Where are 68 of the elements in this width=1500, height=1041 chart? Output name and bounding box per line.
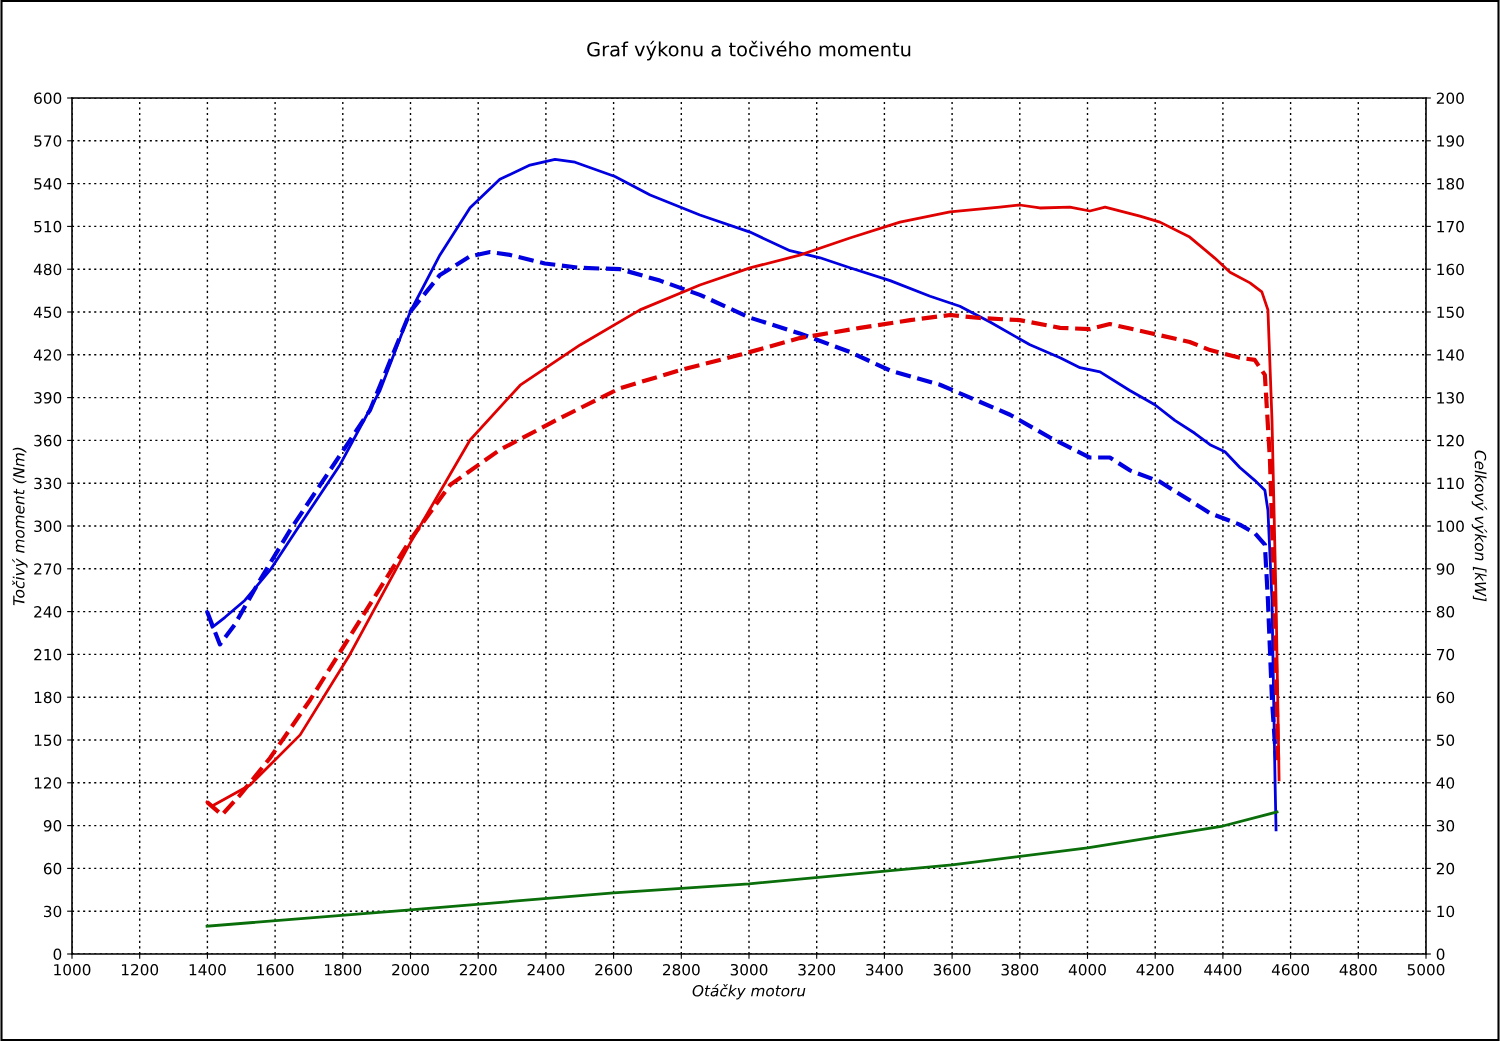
x-tick-label: 1200	[121, 963, 159, 976]
chart-title: Graf výkonu a točivého momentu	[587, 40, 911, 61]
y2-tick-label: 0	[1436, 948, 1445, 961]
y2-tick-label: 80	[1436, 606, 1455, 618]
y2-tick-label: 180	[1437, 178, 1464, 190]
y2-tick-label: 190	[1437, 135, 1464, 147]
x-tick-label: 1800	[325, 963, 362, 976]
x-tick-label: 2600	[595, 963, 633, 976]
x-tick-label: 1400	[189, 963, 226, 976]
y2-tick-label: 60	[1436, 691, 1455, 704]
x-tick-label: 4000	[1068, 963, 1106, 976]
x-tick-label: 2000	[392, 963, 429, 976]
y-tick-label: 510	[34, 220, 62, 233]
y-tick-label: 120	[34, 777, 62, 789]
y2-tick-label: 40	[1436, 777, 1455, 789]
x-tick-label: 4600	[1271, 963, 1310, 976]
y-tick-label: 570	[34, 135, 62, 147]
x-tick-label: 3600	[933, 963, 971, 976]
y2-tick-label: 30	[1436, 820, 1455, 832]
line-series	[205, 810, 1279, 928]
x-tick-label: 3200	[798, 963, 836, 976]
y-tick-label: 300	[34, 520, 62, 533]
x-tick-label: 3000	[730, 963, 768, 976]
x-tick-label: 2800	[662, 963, 700, 976]
x-tick-label: 1000	[54, 963, 91, 976]
y2-tick-label: 20	[1436, 862, 1455, 875]
y-tick-label: 30	[44, 905, 62, 918]
y2-tick-label: 100	[1437, 520, 1464, 533]
y2-tick-label: 160	[1437, 263, 1464, 276]
y-tick-label: 60	[43, 862, 62, 875]
y2-tick-label: 110	[1437, 477, 1464, 490]
x-tick-label: 4400	[1204, 963, 1242, 976]
x-tick-label: 1600	[257, 963, 294, 976]
y-tick-label: 390	[34, 392, 62, 404]
y-axis-title: Točivý moment (Nm)	[12, 447, 28, 606]
y2-tick-label: 10	[1437, 905, 1455, 918]
x-tick-label: 2400	[527, 963, 565, 976]
y-tick-label: 180	[34, 691, 62, 704]
x-tick-label: 5000	[1407, 963, 1445, 976]
y2-tick-label: 70	[1436, 648, 1455, 661]
y-tick-label: 90	[43, 820, 62, 832]
x-tick-label: 4200	[1136, 963, 1174, 976]
y2-tick-label: 170	[1437, 220, 1464, 233]
y2-tick-label: 130	[1437, 392, 1464, 404]
y-tick-label: 420	[33, 349, 62, 361]
y-tick-label: 480	[33, 263, 62, 276]
y-tick-label: 540	[34, 178, 62, 190]
y-tick-label: 150	[34, 734, 62, 747]
y2-tick-label: 200	[1436, 92, 1464, 105]
y-tick-label: 450	[33, 306, 62, 319]
y-tick-label: 240	[34, 606, 62, 618]
x-axis-title: Otáčky motoru	[692, 984, 806, 1000]
y-tick-label: 330	[34, 477, 62, 490]
y2-tick-label: 120	[1437, 434, 1464, 447]
y2-axis-title: Celkový výkon [kW]	[1471, 450, 1488, 602]
x-tick-label: 3800	[1001, 963, 1039, 976]
y-tick-label: 210	[34, 648, 62, 661]
x-tick-label: 3400	[866, 963, 903, 976]
x-tick-label: 2200	[459, 963, 497, 976]
y-tick-label: 0	[53, 948, 62, 961]
y2-tick-label: 140	[1437, 349, 1464, 361]
y-tick-label: 600	[34, 92, 62, 105]
y2-tick-label: 50	[1436, 734, 1455, 747]
y2-tick-label: 150	[1437, 306, 1464, 319]
y2-tick-label: 90	[1436, 563, 1455, 575]
x-tick-label: 4800	[1339, 963, 1377, 976]
y-tick-label: 270	[34, 563, 62, 575]
y-tick-label: 360	[34, 434, 62, 447]
